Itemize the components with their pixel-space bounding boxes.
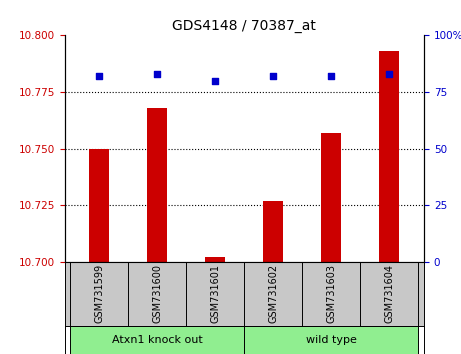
Bar <box>379 51 400 262</box>
Text: GSM731601: GSM731601 <box>210 264 220 323</box>
Bar <box>147 108 167 262</box>
Point <box>154 71 161 77</box>
Bar <box>263 201 284 262</box>
Text: GSM731604: GSM731604 <box>384 264 394 323</box>
Bar <box>89 149 110 262</box>
Point <box>386 71 393 77</box>
Text: Atxn1 knock out: Atxn1 knock out <box>112 335 203 345</box>
Bar <box>205 257 225 262</box>
Bar <box>244 326 418 354</box>
Text: GSM731600: GSM731600 <box>152 264 162 323</box>
Text: GSM731603: GSM731603 <box>326 264 337 323</box>
Bar <box>71 326 244 354</box>
Point <box>328 73 335 79</box>
Point <box>95 73 103 79</box>
Point <box>212 78 219 84</box>
Text: GSM731599: GSM731599 <box>95 264 104 323</box>
Text: GSM731602: GSM731602 <box>268 264 278 323</box>
Text: wild type: wild type <box>306 335 357 345</box>
Point <box>270 73 277 79</box>
Bar <box>321 133 342 262</box>
Title: GDS4148 / 70387_at: GDS4148 / 70387_at <box>172 19 316 33</box>
